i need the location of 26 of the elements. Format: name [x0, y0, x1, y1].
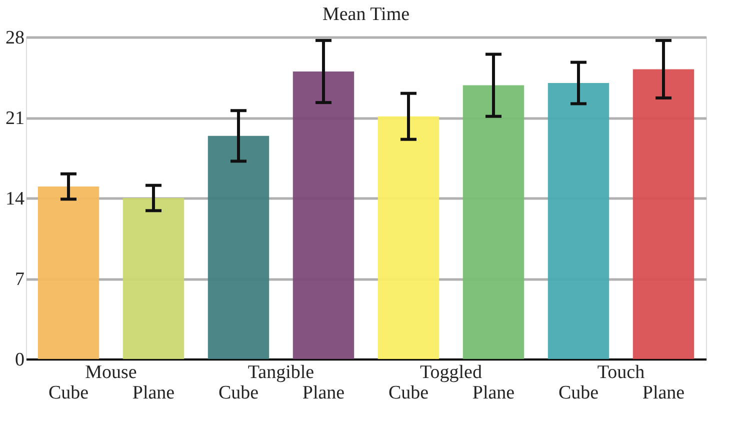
x-tick-label: Cube: [48, 382, 89, 404]
x-tick-label: Cube: [558, 382, 599, 404]
bar: [632, 69, 694, 359]
bar: [292, 72, 354, 359]
y-tick-label: 21: [6, 108, 24, 129]
bar: [548, 83, 610, 359]
x-tick-label: Cube: [388, 382, 429, 404]
x-tick-label: Plane: [132, 382, 175, 404]
text: Mouse: [85, 362, 137, 383]
x-tick-label: Plane: [642, 382, 685, 404]
text: Touch: [597, 362, 646, 383]
bar: [462, 85, 524, 359]
y-tick-label: 7: [15, 269, 24, 290]
chart-title: Mean Time: [322, 4, 410, 25]
y-tick-label: 0: [15, 350, 24, 370]
text: Tangible: [248, 362, 314, 383]
bar: [208, 136, 270, 359]
x-tick-label: Cube: [218, 382, 259, 404]
text: Toggled: [420, 362, 482, 383]
bar: [122, 198, 184, 359]
bar: [38, 186, 100, 359]
x-tick-label: Plane: [472, 382, 515, 404]
bar: [378, 116, 440, 359]
y-tick-label: 28: [6, 28, 24, 48]
x-tick-label: Plane: [302, 382, 345, 404]
y-tick-label: 14: [6, 188, 25, 210]
